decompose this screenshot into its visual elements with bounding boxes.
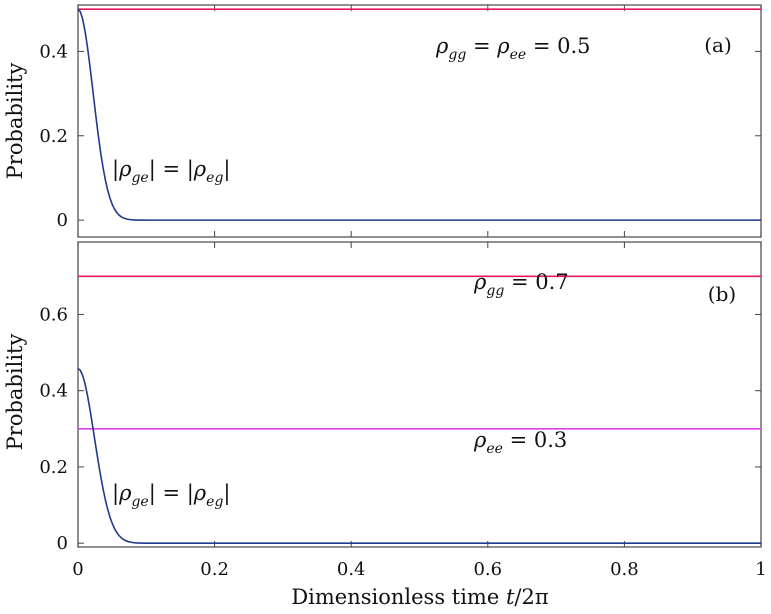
rho-symbol: ρ	[496, 34, 510, 58]
series-line--rho-ge-rho-eg-	[77, 8, 761, 221]
y-tick-label: 0	[57, 533, 68, 554]
y-tick-label: 0.4	[39, 381, 68, 402]
value: = 0.7	[504, 270, 568, 294]
rho-symbol: ρ	[118, 157, 132, 181]
subscript: ee	[486, 441, 503, 457]
abs-bar: |	[223, 157, 230, 182]
panel-b: 0 0.2 0.4 0.6 0 0.2 0.4 0.6 0.8 1 Probability (b…	[3, 241, 767, 580]
x-tick-label: 0.8	[610, 559, 639, 580]
rho-symbol: ρ	[435, 34, 449, 58]
panel-b-x-ticks: 0 0.2 0.4 0.6 0.8 1	[72, 242, 767, 580]
rho-symbol: ρ	[193, 157, 207, 181]
x-tick-label: 1	[755, 559, 766, 580]
panel-a-frame	[77, 4, 762, 238]
panel-b-ee-annotation: ρee = 0.3	[473, 428, 567, 457]
panel-b-frame	[77, 241, 762, 548]
y-tick-label: 0	[57, 210, 68, 231]
subscript: eg	[206, 170, 223, 186]
rho-symbol: ρ	[193, 481, 207, 505]
panel-a: 00.20.4 Probability (a) ρgg = ρee = 0.5 …	[3, 4, 762, 238]
x-tick-label: 0.6	[473, 559, 502, 580]
x-axis-title: Dimensionless time t/2π	[291, 585, 549, 609]
panel-b-series	[77, 275, 761, 544]
rho-symbol: ρ	[473, 428, 487, 452]
y-tick-label: 0.2	[39, 126, 68, 147]
abs-bar: |	[223, 481, 230, 506]
panel-b-curve-annotation: |ρge| = |ρeg|	[112, 481, 230, 510]
y-tick-label: 0.6	[39, 304, 68, 325]
x-tick-label: 0.4	[337, 559, 366, 580]
subscript: ge	[131, 170, 148, 186]
value: = 0.3	[503, 428, 567, 452]
x-axis-title-text: Dimensionless time	[291, 585, 506, 609]
panel-a-x-ticks	[77, 5, 762, 237]
panel-a-series	[77, 8, 761, 221]
abs-bar: |	[112, 157, 119, 182]
equals: | = |	[149, 157, 194, 182]
subscript: ge	[131, 494, 148, 510]
panel-b-y-ticks: 0 0.2 0.4 0.6	[39, 304, 761, 554]
panel-a-y-ticks: 0 0.2 0.4	[39, 41, 761, 231]
equals: | = |	[149, 481, 194, 506]
panel-a-label: (a)	[704, 33, 732, 57]
abs-bar: |	[112, 481, 119, 506]
subscript: gg	[486, 283, 504, 299]
panel-b-gg-annotation: ρgg = 0.7	[473, 270, 569, 299]
y-tick-label: 0.2	[39, 457, 68, 478]
subscript: ee	[510, 47, 527, 63]
subscript: gg	[448, 47, 466, 63]
equals: =	[466, 34, 497, 58]
rho-symbol: ρ	[118, 481, 132, 505]
rho-symbol: ρ	[473, 270, 487, 294]
panel-a-top-annotation: ρgg = ρee = 0.5	[435, 34, 591, 63]
panel-a-curve-annotation: |ρge| = |ρeg|	[112, 157, 230, 186]
x-axis-title-var: t	[506, 585, 515, 609]
value: = 0.5	[526, 34, 590, 58]
x-tick-label: 0.2	[200, 559, 229, 580]
x-tick-label: 0	[72, 559, 83, 580]
panel-b-label: (b)	[708, 282, 736, 306]
series-line--rho-ge-rho-eg-	[77, 367, 761, 544]
x-axis-title-rest: /2π	[514, 585, 548, 609]
panel-a-ylabel: Probability	[3, 63, 27, 180]
subscript: eg	[206, 494, 223, 510]
y-tick-label: 0.4	[39, 41, 68, 62]
panel-b-ylabel: Probability	[3, 334, 27, 451]
